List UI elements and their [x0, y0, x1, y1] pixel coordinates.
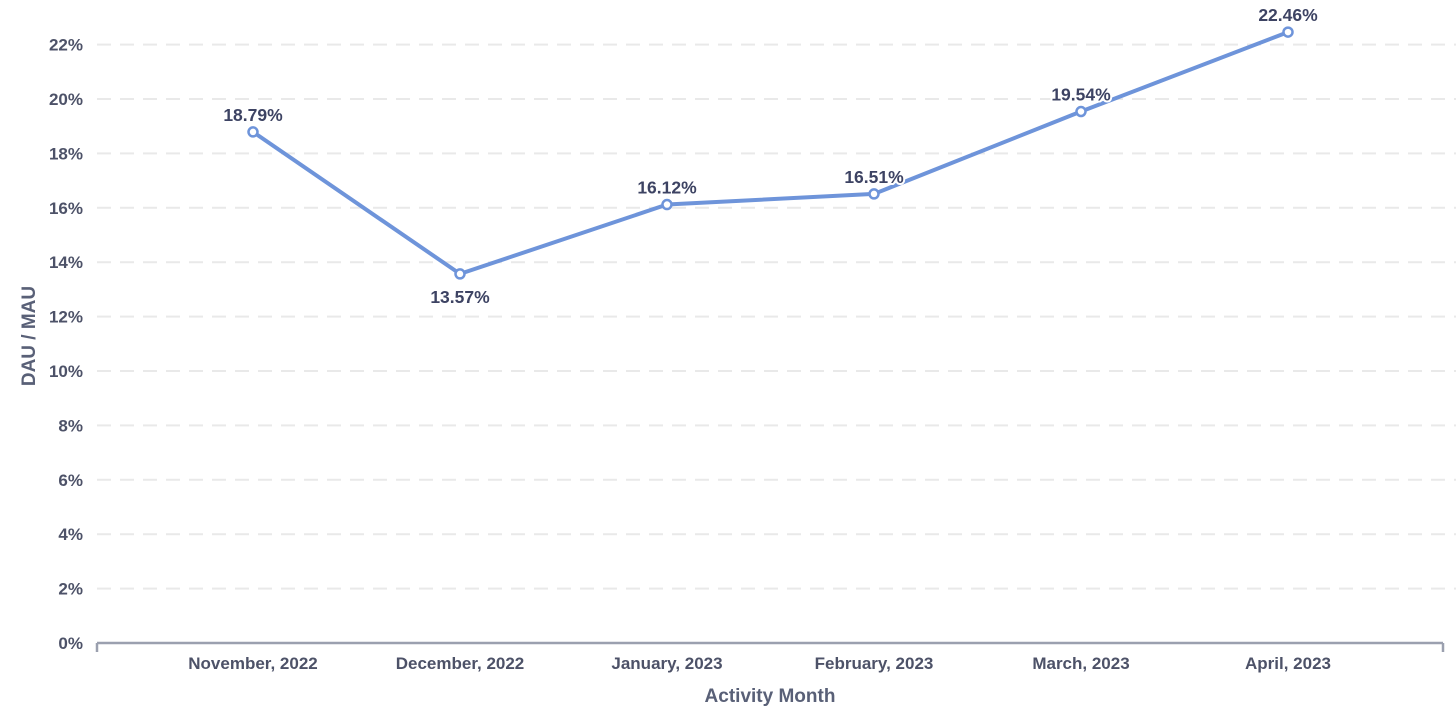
y-tick-label: 12%: [49, 308, 83, 327]
x-tick-label: February, 2023: [815, 654, 934, 673]
data-point-marker[interactable]: [1282, 26, 1294, 38]
y-tick-label: 8%: [58, 416, 83, 435]
y-tick-label: 20%: [49, 90, 83, 109]
x-tick-label: March, 2023: [1032, 654, 1129, 673]
y-tick-label: 18%: [49, 144, 83, 163]
data-point-label: 13.57%: [430, 287, 490, 307]
data-point-marker[interactable]: [868, 188, 880, 200]
data-point-label: 16.51%: [844, 167, 904, 187]
x-tick-label: April, 2023: [1245, 654, 1331, 673]
x-tick-label: December, 2022: [396, 654, 525, 673]
y-tick-label: 6%: [58, 471, 83, 490]
y-axis-title: DAU / MAU: [19, 285, 40, 387]
y-tick-label: 16%: [49, 199, 83, 218]
data-point-marker[interactable]: [1075, 105, 1087, 118]
y-tick-label: 14%: [49, 253, 83, 272]
series-line: [251, 30, 1290, 276]
x-tick-label: November, 2022: [188, 654, 317, 673]
y-tick-label: 2%: [58, 580, 83, 599]
data-point-label: 16.12%: [637, 178, 697, 198]
x-tick-label: January, 2023: [611, 654, 722, 673]
data-point-marker[interactable]: [247, 126, 259, 138]
y-tick-label: 10%: [49, 362, 83, 381]
data-point-marker[interactable]: [454, 268, 466, 280]
data-point-label: 22.46%: [1258, 5, 1318, 25]
y-tick-label: 4%: [58, 525, 83, 544]
y-tick-label: 22%: [49, 36, 83, 55]
x-axis-title: Activity Month: [704, 686, 836, 707]
data-point-label: 19.54%: [1051, 85, 1111, 105]
data-point-marker[interactable]: [661, 198, 673, 211]
y-tick-label: 0%: [58, 634, 83, 653]
data-point-label: 18.79%: [223, 105, 283, 125]
